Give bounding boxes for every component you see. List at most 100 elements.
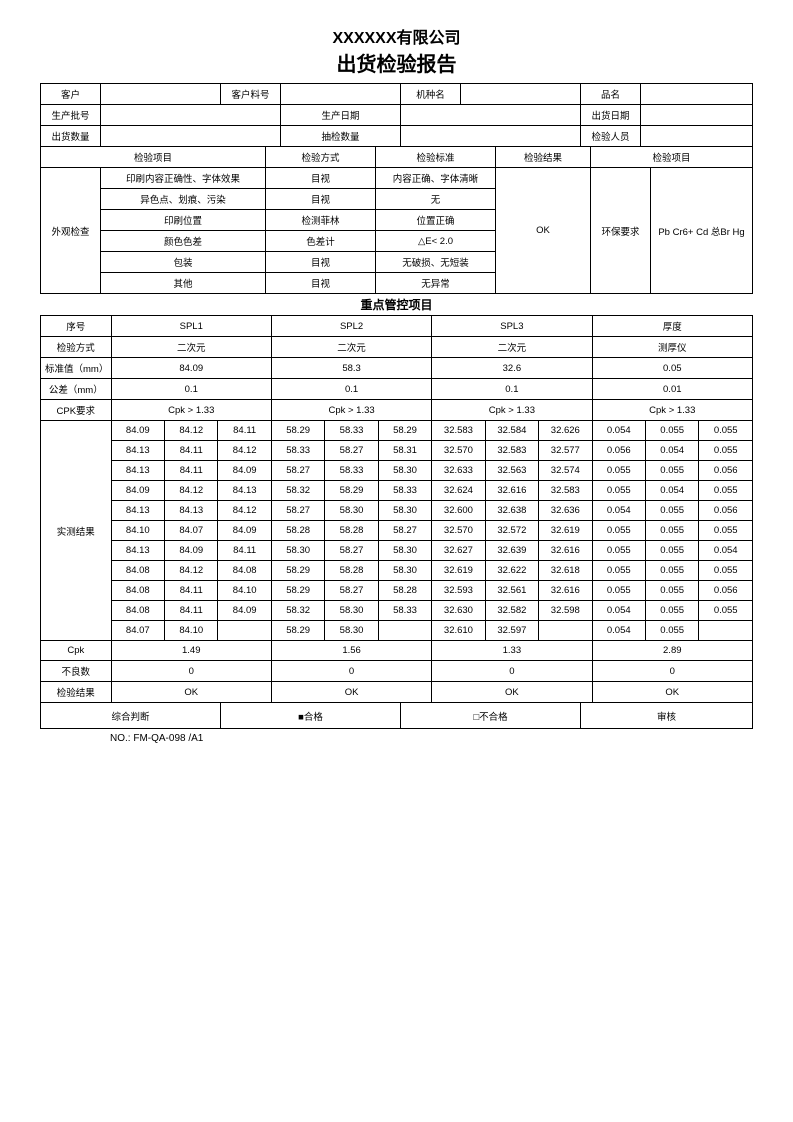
label-sample-qty: 抽检数量: [281, 126, 401, 147]
kpi-measured-cell: 32.577: [539, 441, 592, 461]
kpi-measured-cell: 58.33: [378, 601, 431, 621]
kpi-measured-cell: [539, 621, 592, 641]
visual-result: OK: [496, 168, 591, 294]
kpi-measured-cell: 84.09: [165, 541, 218, 561]
kpi-measured-cell: [699, 621, 753, 641]
report-title: 出货检验报告: [40, 48, 753, 77]
kpi-measured-cell: 84.11: [165, 581, 218, 601]
kpi-measured-cell: 84.13: [111, 441, 164, 461]
kpi-measured-cell: 32.583: [539, 481, 592, 501]
kpi-measured-cell: 58.28: [271, 521, 324, 541]
kpi-measured-cell: 32.583: [485, 441, 538, 461]
kpi-measured-cell: 0.054: [592, 621, 645, 641]
kpi-measured-cell: 0.055: [699, 441, 753, 461]
kpi-cell: 0: [432, 661, 592, 682]
kpi-cell: OK: [271, 682, 431, 703]
kpi-cell: 1.33: [432, 641, 592, 661]
env-label: 环保要求: [591, 168, 651, 294]
kpi-measured-cell: 58.32: [271, 601, 324, 621]
kpi-measured-cell: 84.09: [218, 461, 271, 481]
kpi-measured-cell: 84.09: [218, 601, 271, 621]
kpi-measured-cell: 58.27: [325, 541, 378, 561]
kpi-measured-cell: 58.31: [378, 441, 431, 461]
kpi-measured-cell: 84.08: [111, 581, 164, 601]
kpi-measured-cell: 84.12: [165, 421, 218, 441]
judgement-label: 综合判断: [41, 703, 221, 729]
kpi-measured-cell: 58.33: [325, 461, 378, 481]
kpi-measured-cell: 32.616: [485, 481, 538, 501]
kpi-cell: SPL2: [271, 316, 431, 337]
visual-standard: 无破损、无短装: [376, 252, 496, 273]
visual-method: 目视: [266, 168, 376, 189]
kpi-row-label: 公差（mm）: [41, 379, 112, 400]
kpi-measured-cell: 32.582: [485, 601, 538, 621]
kpi-measured-cell: 84.07: [111, 621, 164, 641]
kpi-measured-cell: 84.11: [218, 421, 271, 441]
kpi-measured-cell: 0.056: [699, 581, 753, 601]
kpi-measured-cell: 84.13: [111, 501, 164, 521]
kpi-measured-cell: 32.627: [432, 541, 485, 561]
kpi-measured-label: 实测结果: [41, 421, 112, 641]
kpi-measured-cell: 32.619: [432, 561, 485, 581]
kpi-cell: 58.3: [271, 358, 431, 379]
col-method: 检验方式: [266, 147, 376, 168]
kpi-cell: 厚度: [592, 316, 752, 337]
value-inspector: [641, 126, 753, 147]
value-product: [641, 84, 753, 105]
kpi-cell: SPL1: [111, 316, 271, 337]
kpi-cell: Cpk > 1.33: [271, 400, 431, 421]
kpi-cell: SPL3: [432, 316, 592, 337]
kpi-row-label: 不良数: [41, 661, 112, 682]
kpi-measured-cell: [378, 621, 431, 641]
kpi-measured-cell: 0.054: [645, 481, 698, 501]
judgement-pass: ■合格: [221, 703, 401, 729]
kpi-measured-cell: 84.10: [165, 621, 218, 641]
kpi-cell: 二次元: [111, 337, 271, 358]
kpi-measured-cell: 58.30: [325, 501, 378, 521]
kpi-measured-cell: 32.561: [485, 581, 538, 601]
kpi-measured-cell: 58.33: [325, 421, 378, 441]
kpi-measured-cell: 32.618: [539, 561, 592, 581]
visual-inspection-table: 检验项目 检验方式 检验标准 检验结果 检验项目 外观检查印刷内容正确性、字体效…: [40, 146, 753, 294]
value-lot: [101, 105, 281, 126]
kpi-measured-cell: 58.30: [271, 541, 324, 561]
kpi-cell: OK: [111, 682, 271, 703]
kpi-measured-cell: 32.633: [432, 461, 485, 481]
visual-standard: △E< 2.0: [376, 231, 496, 252]
kpi-measured-cell: 32.597: [485, 621, 538, 641]
kpi-measured-cell: 0.056: [592, 441, 645, 461]
label-model: 机种名: [401, 84, 461, 105]
kpi-measured-cell: 58.28: [325, 561, 378, 581]
kpi-row-label: 检验方式: [41, 337, 112, 358]
kpi-cell: 84.09: [111, 358, 271, 379]
kpi-cell: OK: [592, 682, 752, 703]
kpi-measured-cell: 32.624: [432, 481, 485, 501]
kpi-measured-cell: 84.13: [111, 541, 164, 561]
kpi-cell: 0: [271, 661, 431, 682]
kpi-measured-cell: 84.13: [165, 501, 218, 521]
kpi-cell: 0.1: [271, 379, 431, 400]
kpi-measured-cell: 58.32: [271, 481, 324, 501]
kpi-cell: 1.56: [271, 641, 431, 661]
visual-item: 印刷内容正确性、字体效果: [101, 168, 266, 189]
kpi-measured-cell: 84.11: [165, 461, 218, 481]
kpi-measured-cell: 84.10: [111, 521, 164, 541]
col-item: 检验项目: [41, 147, 266, 168]
kpi-measured-cell: 0.055: [645, 601, 698, 621]
kpi-cell: 2.89: [592, 641, 752, 661]
kpi-cell: 二次元: [432, 337, 592, 358]
kpi-measured-cell: 0.055: [592, 561, 645, 581]
kpi-measured-cell: 32.593: [432, 581, 485, 601]
visual-item: 印刷位置: [101, 210, 266, 231]
kpi-measured-cell: 58.30: [378, 501, 431, 521]
kpi-measured-cell: 32.574: [539, 461, 592, 481]
kpi-measured-cell: 84.12: [165, 481, 218, 501]
visual-standard: 位置正确: [376, 210, 496, 231]
kpi-cell: 1.49: [111, 641, 271, 661]
label-customer-partno: 客户料号: [221, 84, 281, 105]
label-prod-date: 生产日期: [281, 105, 401, 126]
kpi-row-label: 标准值（mm）: [41, 358, 112, 379]
kpi-measured-cell: 0.055: [699, 561, 753, 581]
kpi-measured-cell: 32.584: [485, 421, 538, 441]
kpi-cell: 0: [592, 661, 752, 682]
